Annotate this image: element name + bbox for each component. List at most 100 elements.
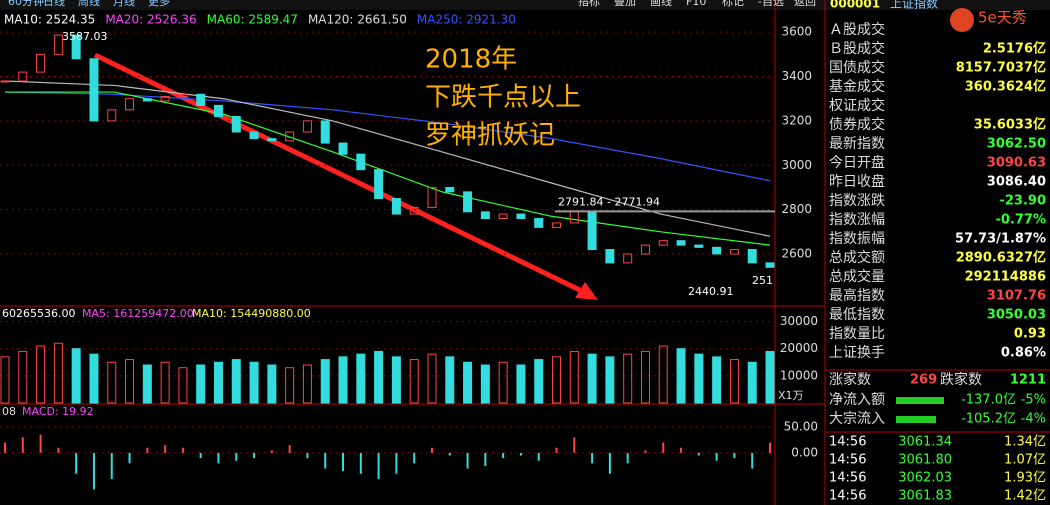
toolbar-item[interactable]: F10 (686, 0, 706, 8)
volume-bar (374, 350, 384, 404)
toolbar-item[interactable]: 60分钟 (8, 0, 44, 8)
macd-bar (680, 447, 683, 453)
breadth-value: 269 (910, 373, 937, 388)
candle (427, 186, 437, 208)
stat-label: 最低指数 (829, 307, 885, 323)
stat-label: 国债成交 (829, 59, 885, 76)
volume-bar (302, 364, 312, 404)
breadth-value: 1211 (1010, 373, 1046, 388)
macd-bar (288, 445, 291, 453)
stat-value: 35.6033亿 (974, 117, 1046, 133)
logo: 5e天秀 (978, 9, 1027, 27)
volume-bar (231, 359, 241, 404)
volume-bar (694, 353, 704, 404)
stat-label: 债券成交 (829, 116, 885, 133)
candle (480, 211, 490, 219)
toolbar-item[interactable]: 返回 (794, 0, 816, 8)
volume-bar (765, 350, 775, 404)
candle (71, 34, 81, 60)
toolbar-item[interactable]: 叠加 (614, 0, 636, 8)
flow-pct: -4% (1021, 412, 1046, 427)
macd-bar (626, 452, 629, 464)
macd-bar (466, 452, 469, 469)
volume-bar (89, 353, 99, 404)
y-tick-label: 3000 (781, 158, 812, 172)
candle (356, 153, 366, 171)
logo-icon (950, 8, 974, 32)
volume-bar (463, 361, 473, 404)
macd-bar (164, 445, 167, 453)
candle (285, 131, 295, 142)
macd-bar (342, 452, 345, 472)
macd-bar (573, 437, 576, 453)
macd-bar (235, 452, 238, 461)
toolbar-item[interactable]: -自选 (758, 0, 784, 8)
y-tick-label: 30000 (780, 314, 818, 328)
range-label: 2791.84 - 2771.94 (558, 195, 660, 208)
tick-time: 14:56 (829, 435, 866, 450)
macd-header: 08 (2, 405, 16, 418)
ma-line (5, 91, 771, 246)
candle (267, 138, 277, 142)
toolbar-item[interactable]: 更多 (148, 0, 170, 8)
stat-value: 360.3624亿 (965, 79, 1046, 95)
toolbar-item[interactable]: 日线 (43, 0, 65, 8)
quote-code: 000001 (830, 0, 880, 11)
volume-bar (285, 367, 295, 404)
stat-value: 57.73/1.87% (955, 232, 1046, 247)
stat-value: 0.93 (1014, 327, 1046, 342)
trend-arrow (93, 52, 592, 298)
candle (694, 244, 704, 248)
volume-bar (338, 356, 348, 404)
macd-bar (697, 452, 700, 456)
candle (729, 249, 739, 255)
volume-bar (658, 345, 668, 404)
stat-label: 指数涨幅 (829, 212, 885, 228)
candle (249, 131, 259, 140)
candle (213, 104, 223, 117)
candle (142, 98, 152, 102)
toolbar-item[interactable]: 标记 (722, 0, 744, 8)
candle (36, 53, 46, 73)
candle (765, 262, 775, 268)
stat-value: 2.5176亿 (983, 41, 1046, 57)
volume-bar (587, 353, 597, 404)
volume-bar (605, 356, 615, 404)
macd-bar (4, 442, 6, 453)
volume-bar (729, 359, 739, 404)
macd-bar (484, 452, 487, 466)
macd-bar (395, 452, 398, 474)
volume-bar (747, 361, 757, 404)
stat-value: 0.86% (1001, 346, 1046, 361)
toolbar-item[interactable]: 月线 (113, 0, 135, 8)
candle (338, 142, 348, 155)
tick-time: 14:56 (829, 489, 866, 504)
volume-bar (71, 348, 81, 404)
candle (231, 115, 241, 133)
volume-bar (249, 361, 259, 404)
toolbar-item[interactable]: 周线 (78, 0, 100, 8)
macd-bar (57, 447, 60, 453)
macd-bar (413, 452, 416, 464)
macd-bar (75, 452, 78, 474)
stat-value: 3050.03 (987, 308, 1046, 323)
volume-bar (498, 361, 508, 404)
volume-bar (391, 356, 401, 404)
toolbar-item[interactable]: 画线 (650, 0, 672, 8)
tick-volume: 1.07亿 (1004, 453, 1046, 468)
volume-bar (320, 359, 330, 404)
candle (178, 93, 188, 98)
y-tick-label: 20000 (780, 341, 818, 355)
candle (0, 80, 10, 83)
macd-bar (377, 452, 380, 479)
macd-bar (306, 452, 309, 459)
flow-value: -137.0亿 (961, 393, 1016, 408)
candle (552, 222, 562, 228)
candle (125, 98, 135, 111)
stat-label: 基金成交 (829, 78, 885, 95)
toolbar-item[interactable]: 指标 (578, 0, 600, 8)
macd-bar (769, 442, 771, 453)
overlay-text: 下跌千点以上 (425, 83, 581, 113)
volume-bar (569, 350, 579, 404)
